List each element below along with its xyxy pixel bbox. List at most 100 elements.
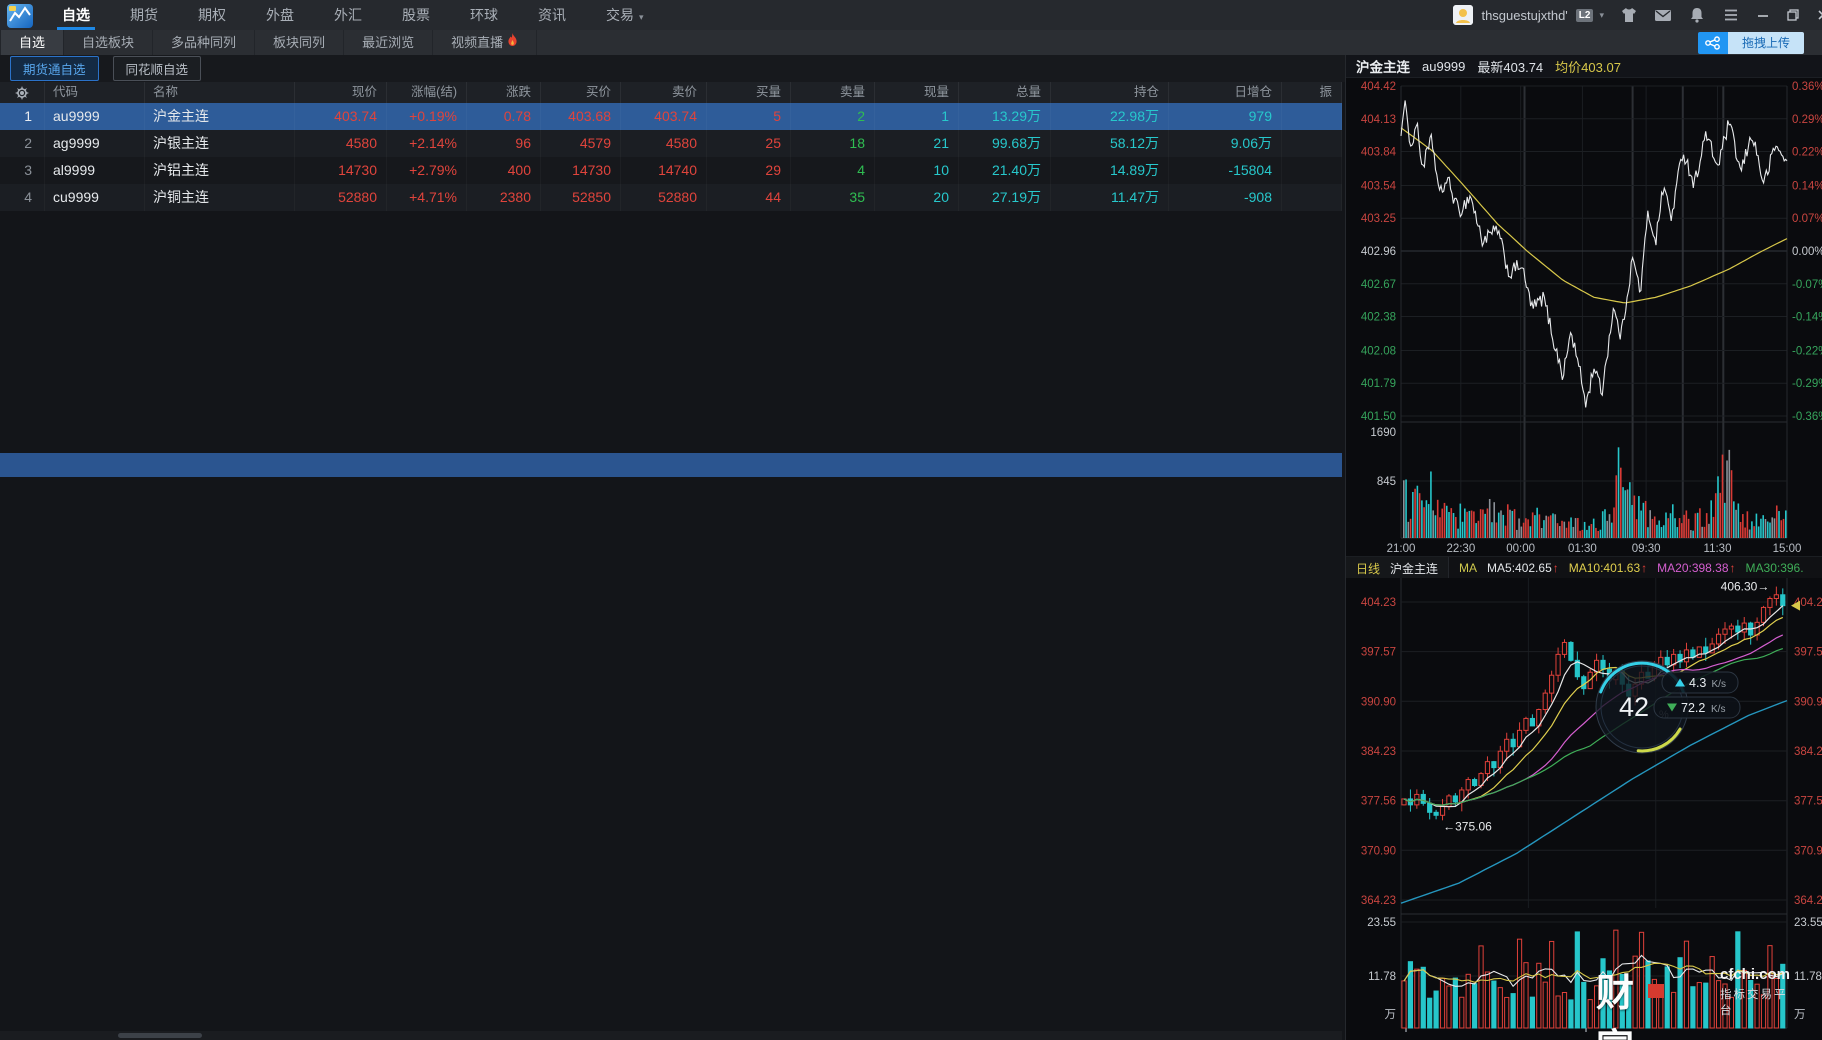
scrollbar-thumb[interactable] xyxy=(118,1033,202,1038)
close-button[interactable] xyxy=(1816,8,1822,22)
ma-value-MA30: MA30:396. xyxy=(1745,561,1804,575)
menu-item-资讯[interactable]: 资讯 xyxy=(518,0,586,30)
svg-text:364.23: 364.23 xyxy=(1361,895,1396,907)
table-row-ag9999[interactable]: 2 ag9999 沪银主连 4580 +2.14% 96 4579 4580 25 18 21 99.… xyxy=(0,130,1342,157)
col-header-买价[interactable]: 买价 xyxy=(541,82,621,103)
menu-item-期权[interactable]: 期权 xyxy=(178,0,246,30)
user-avatar[interactable] xyxy=(1453,5,1474,25)
contract-name[interactable]: 沪金主连 xyxy=(1356,60,1410,75)
tab-视频直播[interactable]: 视频直播 xyxy=(433,30,538,55)
menu-item-label: 外汇 xyxy=(334,7,362,23)
intraday-chart[interactable]: 404.42 0.36% 404.13 0.29% 403.84 0.22% 403.54 0… xyxy=(1346,78,1822,556)
table-row-al9999[interactable]: 3 al9999 沪铝主连 14730 +2.79% 400 14730 14740 29 4 10… xyxy=(0,157,1342,184)
empty-selected-row[interactable] xyxy=(0,453,1342,477)
tab-多品种同列[interactable]: 多品种同列 xyxy=(153,30,256,55)
ma-value-MA5: MA5:402.65 xyxy=(1487,561,1552,575)
contract-code[interactable]: au9999 xyxy=(1422,58,1466,74)
ma-value-MA10: MA10:401.63 xyxy=(1568,561,1641,575)
table-row-au9999[interactable]: 1 au9999 沪金主连 403.74 +0.19% 0.78 403.68 403.74 5… xyxy=(0,103,1342,130)
col-header-涨幅(结)[interactable]: 涨幅(结) xyxy=(387,82,467,103)
svg-text:-0.22%: -0.22% xyxy=(1792,345,1822,357)
col-header-涨跌[interactable]: 涨跌 xyxy=(467,82,541,103)
horizontal-scrollbar[interactable] xyxy=(0,1031,1342,1040)
cell-卖量: 18 xyxy=(791,130,875,157)
col-header-现量[interactable]: 现量 xyxy=(875,82,959,103)
svg-text:0.22%: 0.22% xyxy=(1792,147,1822,159)
menu-item-交易[interactable]: 交易 ▾ xyxy=(586,0,664,30)
tab-自选[interactable]: 自选 xyxy=(0,30,65,55)
svg-text:11.78: 11.78 xyxy=(1368,971,1396,983)
cloud-share-icon xyxy=(1697,32,1728,54)
col-header-买量[interactable]: 买量 xyxy=(707,82,791,103)
svg-text:377.56: 377.56 xyxy=(1361,796,1396,808)
message-icon[interactable] xyxy=(1654,6,1672,24)
svg-text:384.23: 384.23 xyxy=(1361,746,1396,758)
user-menu-caret-icon[interactable]: ▾ xyxy=(1599,9,1604,20)
quote-header: 沪金主连 au9999 最新403.74 均价403.07 xyxy=(1346,55,1822,78)
cell-代码: al9999 xyxy=(45,157,145,184)
menu-item-外盘[interactable]: 外盘 xyxy=(246,0,314,30)
cell-代码: au9999 xyxy=(45,103,145,130)
cell-买价: 4579 xyxy=(541,130,621,157)
svg-text:403.25: 403.25 xyxy=(1361,213,1396,225)
maximize-button[interactable] xyxy=(1786,8,1800,22)
tab-label: 多品种同列 xyxy=(171,35,237,50)
progress-percent: 42 xyxy=(1619,692,1649,722)
tab-自选板块[interactable]: 自选板块 xyxy=(64,30,154,55)
cell-现量: 20 xyxy=(875,184,959,211)
col-header-持仓[interactable]: 持仓 xyxy=(1051,82,1169,103)
svg-text:00:00: 00:00 xyxy=(1506,543,1535,555)
cell-现价: 403.74 xyxy=(295,103,387,130)
skin-theme-icon[interactable] xyxy=(1620,6,1638,24)
svg-text:15:00: 15:00 xyxy=(1773,543,1802,555)
titlebar-right: thsguestujxthd' L2 ▾ xyxy=(1453,0,1822,30)
svg-text:22:30: 22:30 xyxy=(1446,543,1475,555)
upload-speed: 4.3 xyxy=(1689,676,1706,690)
cell-买价: 14730 xyxy=(541,157,621,184)
tab-最近浏览[interactable]: 最近浏览 xyxy=(344,30,434,55)
menu-item-自选[interactable]: 自选 xyxy=(42,0,110,30)
minimize-button[interactable] xyxy=(1756,8,1770,22)
flame-icon xyxy=(507,30,518,55)
cell-现量: 1 xyxy=(875,103,959,130)
col-header-振[interactable]: 振 xyxy=(1282,82,1342,103)
col-header-现价[interactable]: 现价 xyxy=(295,82,387,103)
settings-gear-icon[interactable] xyxy=(0,82,45,103)
col-header-名称[interactable]: 名称 xyxy=(145,82,295,103)
download-speed: 72.2 xyxy=(1681,701,1705,715)
cell-买量: 44 xyxy=(707,184,791,211)
subtab-同花顺自选[interactable]: 同花顺自选 xyxy=(112,56,202,81)
svg-text:0.36%: 0.36% xyxy=(1792,81,1822,93)
svg-text:377.56: 377.56 xyxy=(1794,796,1822,808)
svg-text:0.07%: 0.07% xyxy=(1792,213,1822,225)
col-header-日增仓[interactable]: 日增仓 xyxy=(1169,82,1282,103)
col-header-卖价[interactable]: 卖价 xyxy=(621,82,707,103)
network-speed-widget[interactable]: 42%4.3K/s72.2K/s xyxy=(1586,650,1756,760)
col-header-卖量[interactable]: 卖量 xyxy=(791,82,875,103)
row-number: 3 xyxy=(0,157,45,184)
table-row-cu9999[interactable]: 4 cu9999 沪铜主连 52880 +4.71% 2380 52850 52880 44 35… xyxy=(0,184,1342,211)
daily-candlestick-chart[interactable]: 404.23 404.23 397.57 397.57 390.90 390.90 384.… xyxy=(1346,578,1822,1040)
svg-text:23.55: 23.55 xyxy=(1794,917,1822,929)
list-menu-icon[interactable] xyxy=(1722,6,1740,24)
drag-upload-button[interactable]: 拖拽上传 xyxy=(1697,32,1804,54)
period-label[interactable]: 日线 xyxy=(1356,561,1381,576)
contract-name: 沪金主连 xyxy=(1390,561,1439,576)
notification-bell-icon[interactable] xyxy=(1688,6,1706,24)
menu-item-股票[interactable]: 股票 xyxy=(382,0,450,30)
menu-item-环球[interactable]: 环球 xyxy=(450,0,518,30)
subtab-期货通自选[interactable]: 期货通自选 xyxy=(10,56,99,81)
tab-板块同列[interactable]: 板块同列 xyxy=(255,30,345,55)
menu-item-外汇[interactable]: 外汇 xyxy=(314,0,382,30)
svg-text:万: 万 xyxy=(1385,1009,1397,1021)
app-logo-icon[interactable] xyxy=(6,3,34,29)
col-header-总量[interactable]: 总量 xyxy=(959,82,1051,103)
menu-item-期货[interactable]: 期货 xyxy=(110,0,178,30)
username[interactable]: thsguestujxthd' xyxy=(1481,7,1568,23)
cell-日增仓: -908 xyxy=(1169,184,1282,211)
svg-text:404.42: 404.42 xyxy=(1361,81,1396,93)
cell-振 xyxy=(1282,184,1342,211)
ma-indicator-row: 日线 沪金主连 MA MA5:402.65 ↑ MA10:401.63 ↑ MA20:398.… xyxy=(1346,556,1822,580)
cell-涨跌: 0.78 xyxy=(467,103,541,130)
col-header-代码[interactable]: 代码 xyxy=(45,82,145,103)
